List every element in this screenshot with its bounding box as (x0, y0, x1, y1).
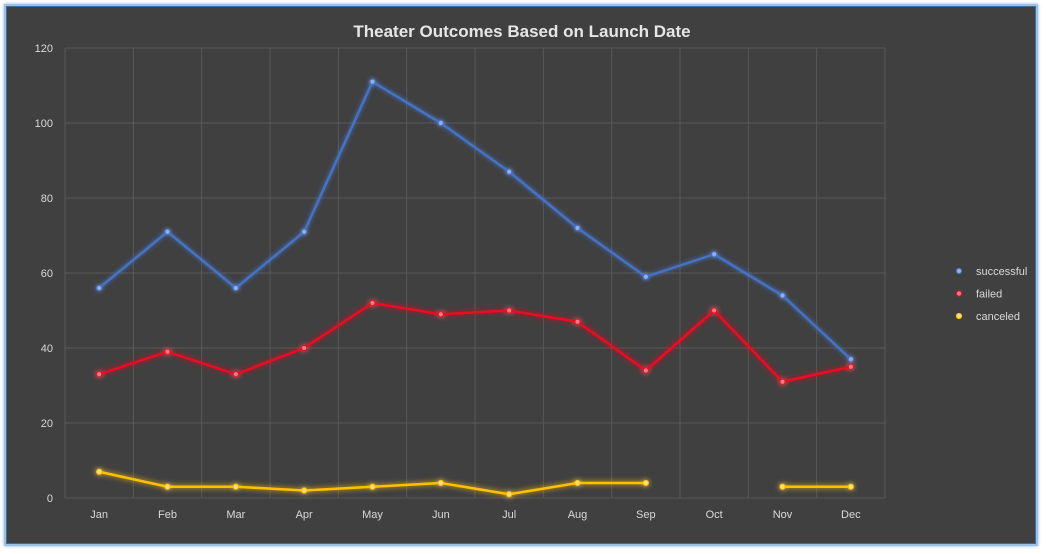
canceled-point (779, 483, 786, 490)
y-tick-label: 60 (41, 268, 53, 280)
legend-marker (955, 290, 963, 297)
legend-marker (955, 312, 963, 320)
canceled-point (847, 483, 854, 490)
legend-item-canceled: canceled (947, 311, 1020, 323)
y-tick-label: 0 (47, 493, 53, 505)
grid-lines (64, 47, 886, 499)
legend: successful failed canceled (947, 266, 1027, 323)
x-tick-label: Aug (568, 509, 588, 521)
successful-point (301, 228, 308, 235)
canceled-point (642, 479, 649, 487)
failed-point (96, 371, 103, 378)
chart-frame (4, 4, 1038, 546)
series-successful (96, 78, 854, 363)
y-tick-label: 20 (41, 418, 53, 430)
x-tick-label: Jun (432, 509, 450, 521)
successful-point (847, 356, 854, 363)
y-tick-label: 40 (41, 343, 53, 355)
failed-point (369, 299, 376, 307)
x-axis-ticks: Jan Feb Mar Apr May Jun Jul Aug Sep Oct Nov Dec (90, 509, 861, 521)
failed-point (711, 307, 718, 314)
canceled-point (506, 491, 513, 498)
canceled-point (301, 487, 308, 494)
failed-point (232, 371, 239, 378)
failed-point (847, 363, 854, 370)
y-tick-label: 80 (41, 193, 53, 205)
x-tick-label: Apr (296, 509, 313, 521)
successful-point (96, 284, 103, 292)
legend-item-failed: failed (947, 289, 1002, 301)
chart-title: Theater Outcomes Based on Launch Date (353, 22, 690, 41)
x-tick-label: May (362, 509, 383, 521)
successful-point (506, 168, 513, 175)
series-lines (96, 78, 854, 498)
failed-line (97, 301, 853, 383)
legend-label: canceled (976, 311, 1020, 323)
successful-point (642, 273, 649, 280)
series-failed (96, 299, 854, 385)
legend-item-successful: successful (947, 266, 1027, 278)
canceled-line (97, 470, 648, 496)
successful-point (779, 292, 786, 299)
x-tick-label: Sep (636, 509, 656, 521)
legend-label: failed (976, 289, 1002, 301)
failed-point (164, 348, 171, 355)
x-tick-label: Jul (502, 509, 516, 521)
x-tick-label: Feb (158, 509, 177, 521)
successful-point (232, 284, 239, 292)
series-canceled (96, 468, 854, 498)
canceled-point (96, 468, 103, 475)
failed-point (642, 367, 649, 374)
failed-point (301, 344, 308, 352)
failed-point (506, 307, 513, 314)
x-tick-label: Dec (841, 509, 861, 521)
failed-point (437, 311, 444, 318)
failed-point (574, 318, 581, 325)
canceled-point (369, 483, 376, 490)
line-chart: Theater Outcomes Based on Launch Date 0 2… (35, 22, 1028, 521)
failed-point (779, 378, 786, 385)
canceled-point (574, 479, 581, 487)
successful-line (97, 80, 853, 361)
x-tick-label: Nov (773, 509, 793, 521)
successful-point (369, 78, 376, 85)
successful-point (711, 251, 718, 258)
x-tick-label: Jan (90, 509, 108, 521)
legend-label: successful (976, 266, 1027, 278)
canceled-point (232, 483, 239, 490)
y-tick-label: 100 (35, 118, 53, 130)
y-tick-label: 120 (35, 43, 53, 55)
x-tick-label: Oct (706, 509, 723, 521)
successful-point (164, 228, 171, 235)
legend-marker (955, 267, 963, 275)
successful-point (574, 224, 581, 232)
successful-point (437, 119, 444, 127)
canceled-point (164, 483, 171, 490)
canceled-point (437, 479, 444, 487)
y-axis-ticks: 0 20 40 60 80 100 120 (35, 43, 53, 505)
x-tick-label: Mar (226, 509, 245, 521)
